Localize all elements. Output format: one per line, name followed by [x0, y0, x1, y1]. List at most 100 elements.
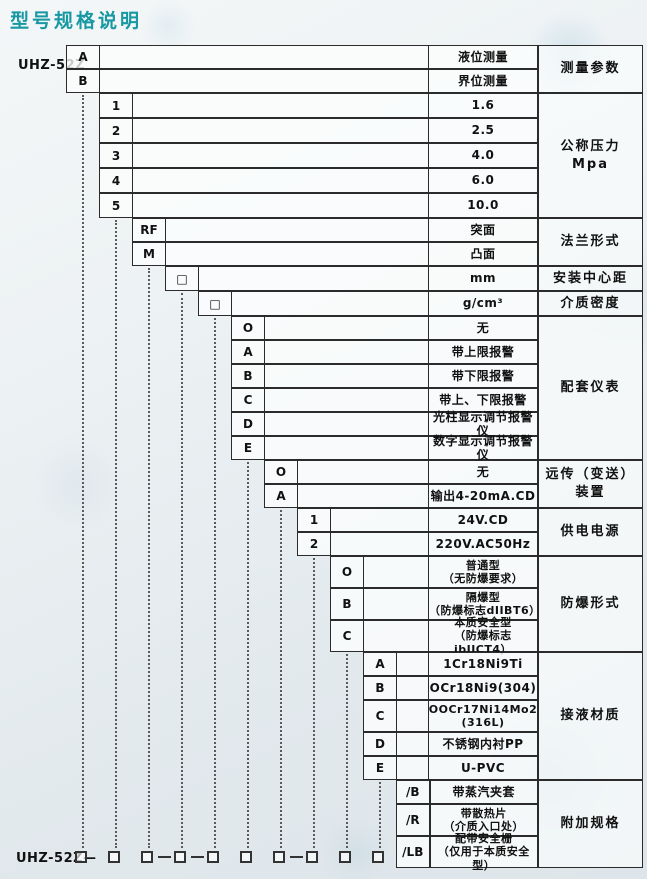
page-title: 型号规格说明	[10, 10, 143, 32]
model-code-box	[141, 851, 153, 863]
model-code-box	[108, 851, 120, 863]
spacer-cell	[331, 509, 428, 531]
table-row: C OOCr17Ni14Mo2 (316L)	[363, 700, 538, 732]
code-cell: 1	[298, 509, 331, 531]
spacer-cell	[265, 365, 428, 387]
leader-dotted-line	[247, 462, 249, 848]
table-row: A 1Cr18Ni9Ti	[363, 652, 538, 676]
leader-dotted-line	[313, 558, 315, 848]
code-cell: A	[232, 341, 265, 363]
value-cell: 带散热片 （介质入口处）	[429, 805, 537, 835]
spacer-cell	[364, 621, 428, 651]
table-row: 3 4.0	[99, 143, 538, 168]
model-code-box	[207, 851, 219, 863]
leader-dotted-line	[115, 220, 117, 848]
category-cell: 供电电源	[538, 508, 643, 556]
value-cell: OOCr17Ni14Mo2 (316L)	[428, 701, 538, 731]
code-cell: A	[364, 653, 397, 675]
value-cell: 带上限报警	[428, 341, 537, 363]
table-row: 1 24V.CD	[297, 508, 538, 532]
table-row: 2 2.5	[99, 118, 538, 143]
value-cell: 10.0	[428, 194, 537, 217]
table-row: E 数字显示调节报警仪	[231, 434, 538, 462]
value-cell: mm	[428, 267, 537, 290]
table-row: M 凸面	[132, 242, 538, 266]
code-cell: B	[67, 70, 100, 92]
value-cell: 无	[428, 461, 537, 483]
value-cell: 带上、下限报警	[428, 389, 537, 411]
spacer-cell	[265, 437, 428, 459]
value-cell: 6.0	[428, 169, 537, 192]
spacer-cell	[397, 733, 428, 755]
category-cell: 附加规格	[538, 780, 643, 868]
spacer-cell	[298, 461, 428, 483]
value-cell: 带蒸汽夹套	[429, 781, 537, 803]
code-cell: 5	[100, 194, 133, 217]
leader-dotted-line	[346, 654, 348, 848]
code-cell: B	[331, 589, 364, 619]
value-cell: 无	[428, 317, 537, 339]
value-cell: 液位测量	[428, 46, 537, 68]
code-cell: 4	[100, 169, 133, 192]
model-code-box	[75, 851, 87, 863]
spacer-cell	[199, 267, 428, 290]
model-code-box	[240, 851, 252, 863]
value-cell: U-PVC	[428, 757, 537, 779]
code-cell: 2	[298, 533, 331, 555]
value-cell: 界位测量	[428, 70, 537, 92]
code-cell: E	[364, 757, 397, 779]
model-code-dash	[158, 856, 171, 858]
value-cell: 不锈钢内衬PP	[428, 733, 537, 755]
code-cell: A	[265, 485, 298, 507]
table-row: B 界位测量	[66, 69, 538, 93]
code-cell: /LB	[397, 837, 430, 867]
value-cell: 突面	[428, 219, 537, 241]
category-cell: 防爆形式	[538, 556, 643, 652]
value-cell: 输出4-20mA.CD	[428, 485, 537, 507]
value-cell: 光柱显示调节报警仪	[428, 410, 537, 438]
spacer-cell	[100, 46, 428, 68]
value-cell: 220V.AC50Hz	[428, 533, 537, 555]
model-code-dash	[191, 856, 204, 858]
table-row: RF 突面	[132, 218, 538, 242]
value-cell: 配带安全栅 （仅用于本质安全型）	[429, 832, 537, 872]
value-cell: 本质安全型 （防爆标志ibIICT4）	[428, 616, 537, 656]
code-cell: 1	[100, 94, 133, 117]
spacer-cell	[265, 389, 428, 411]
spacer-cell	[166, 243, 428, 265]
code-cell: O	[331, 557, 364, 587]
spacer-cell	[364, 557, 428, 587]
model-code-box	[174, 851, 186, 863]
value-cell: 1Cr18Ni9Ti	[428, 653, 537, 675]
code-cell: /B	[397, 781, 430, 803]
category-cell: 公称压力 Mpa	[538, 93, 643, 218]
table-row: /R 带散热片 （介质入口处）	[396, 804, 538, 836]
code-cell: D	[232, 413, 265, 435]
code-cell: E	[232, 437, 265, 459]
model-code-box	[372, 851, 384, 863]
leader-dotted-line	[214, 318, 216, 848]
table-row: /LB 配带安全栅 （仅用于本质安全型）	[396, 832, 538, 872]
code-cell: M	[133, 243, 166, 265]
code-cell: □	[199, 292, 232, 315]
value-cell: 4.0	[428, 144, 537, 167]
spacer-cell	[397, 677, 428, 699]
code-cell: RF	[133, 219, 166, 241]
leader-dotted-line	[280, 510, 282, 848]
code-cell: 2	[100, 119, 133, 142]
category-cell: 法兰形式	[538, 218, 643, 266]
leader-dotted-line	[148, 268, 150, 848]
value-cell: 凸面	[428, 243, 537, 265]
table-row: 1 1.6	[99, 93, 538, 118]
code-cell: D	[364, 733, 397, 755]
table-row: C 带上、下限报警	[231, 388, 538, 412]
table-row: O 普通型 （无防爆要求）	[330, 556, 538, 588]
code-cell: B	[364, 677, 397, 699]
table-row: C 本质安全型 （防爆标志ibIICT4）	[330, 616, 538, 656]
spacer-cell	[133, 119, 428, 142]
spacer-cell	[133, 194, 428, 217]
table-row: /B 带蒸汽夹套	[396, 780, 538, 804]
code-cell: □	[166, 267, 199, 290]
